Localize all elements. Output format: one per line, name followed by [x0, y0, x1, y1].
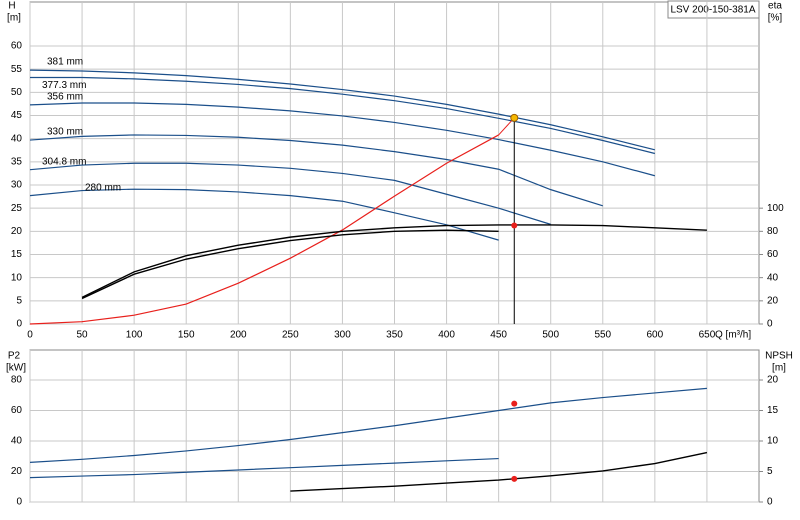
- y-tick-label: 25: [11, 203, 23, 214]
- y2-tick-label: 10: [767, 436, 779, 447]
- y-tick-label: 5: [16, 295, 22, 306]
- y-label: P2: [8, 351, 21, 362]
- curve: [81, 229, 499, 300]
- curve: [30, 76, 656, 155]
- y-tick-label: 30: [11, 180, 23, 191]
- y2-tick-label: 100: [767, 203, 784, 214]
- curve: [29, 134, 499, 325]
- y2-tick-label: 60: [767, 249, 779, 260]
- y-tick-label: 35: [11, 156, 23, 167]
- x-tick-label: 350: [386, 330, 403, 341]
- curve: [29, 387, 707, 463]
- y-tick-label: 40: [11, 436, 23, 447]
- y2-tick-label: 20: [767, 295, 779, 306]
- x-tick-label: 450: [490, 330, 507, 341]
- x-label: Q [m³/h]: [715, 330, 751, 341]
- curve-label: 356 mm: [47, 91, 83, 102]
- y2-tick-label: 0: [767, 319, 773, 330]
- x-tick-label: 500: [542, 330, 559, 341]
- y-tick-label: 60: [11, 41, 23, 52]
- y-tick-label: 50: [11, 87, 23, 98]
- curve: [29, 134, 603, 207]
- y-unit: [m]: [7, 13, 21, 24]
- y-tick-label: 40: [11, 133, 23, 144]
- y2-tick-label: 0: [767, 497, 773, 508]
- x-tick-label: 550: [594, 330, 611, 341]
- y2-unit: [%]: [768, 13, 783, 24]
- title-box: [667, 0, 760, 19]
- y2-label: eta: [768, 1, 782, 12]
- y-tick-label: 80: [11, 375, 23, 386]
- y-tick-label: 0: [16, 497, 22, 508]
- y2-tick-label: 80: [767, 226, 779, 237]
- chart-title: LSV 200-150-381A: [670, 5, 755, 16]
- y-label: H: [8, 1, 15, 12]
- x-tick-label: 400: [438, 330, 455, 341]
- x-tick-label: 300: [334, 330, 351, 341]
- y2-label: NPSH: [765, 351, 793, 362]
- y-tick-label: 20: [11, 466, 23, 477]
- y2-tick-label: 15: [767, 405, 779, 416]
- curve: [29, 69, 656, 151]
- y2-tick-label: 40: [767, 272, 779, 283]
- y-tick-label: 0: [16, 319, 22, 330]
- x-tick-label: 50: [77, 330, 89, 341]
- y2-tick-label: 20: [767, 375, 779, 386]
- curve: [29, 162, 551, 225]
- x-tick-label: 100: [126, 330, 143, 341]
- y-unit: [kW]: [6, 363, 26, 374]
- curve-label: 280 mm: [85, 182, 121, 193]
- curve: [29, 188, 499, 241]
- operating-point: [511, 475, 518, 482]
- curve: [81, 224, 707, 298]
- curve: [29, 102, 656, 177]
- curve-label: 381 mm: [47, 57, 83, 68]
- y-tick-label: 10: [11, 272, 23, 283]
- operating-point: [510, 113, 519, 122]
- y-tick-label: 60: [11, 405, 23, 416]
- y-tick-label: 55: [11, 64, 23, 75]
- x-tick-label: 150: [178, 330, 195, 341]
- curve: [29, 457, 499, 479]
- x-tick-label: 0: [27, 330, 33, 341]
- x-tick-label: 200: [230, 330, 247, 341]
- y-tick-label: 45: [11, 110, 23, 121]
- curve-label: 330 mm: [47, 127, 83, 138]
- operating-point: [511, 222, 518, 229]
- y2-unit: [m]: [772, 363, 786, 374]
- y-tick-label: 20: [11, 226, 23, 237]
- x-tick-label: 600: [647, 330, 664, 341]
- x-tick-label: 650: [699, 330, 716, 341]
- curve-label: 304.8 mm: [42, 156, 86, 167]
- x-tick-label: 250: [282, 330, 299, 341]
- y-tick-label: 15: [11, 249, 23, 260]
- curve: [290, 451, 708, 492]
- curve-label: 377.3 mm: [42, 80, 86, 91]
- y2-tick-label: 5: [767, 466, 773, 477]
- operating-point: [511, 400, 518, 407]
